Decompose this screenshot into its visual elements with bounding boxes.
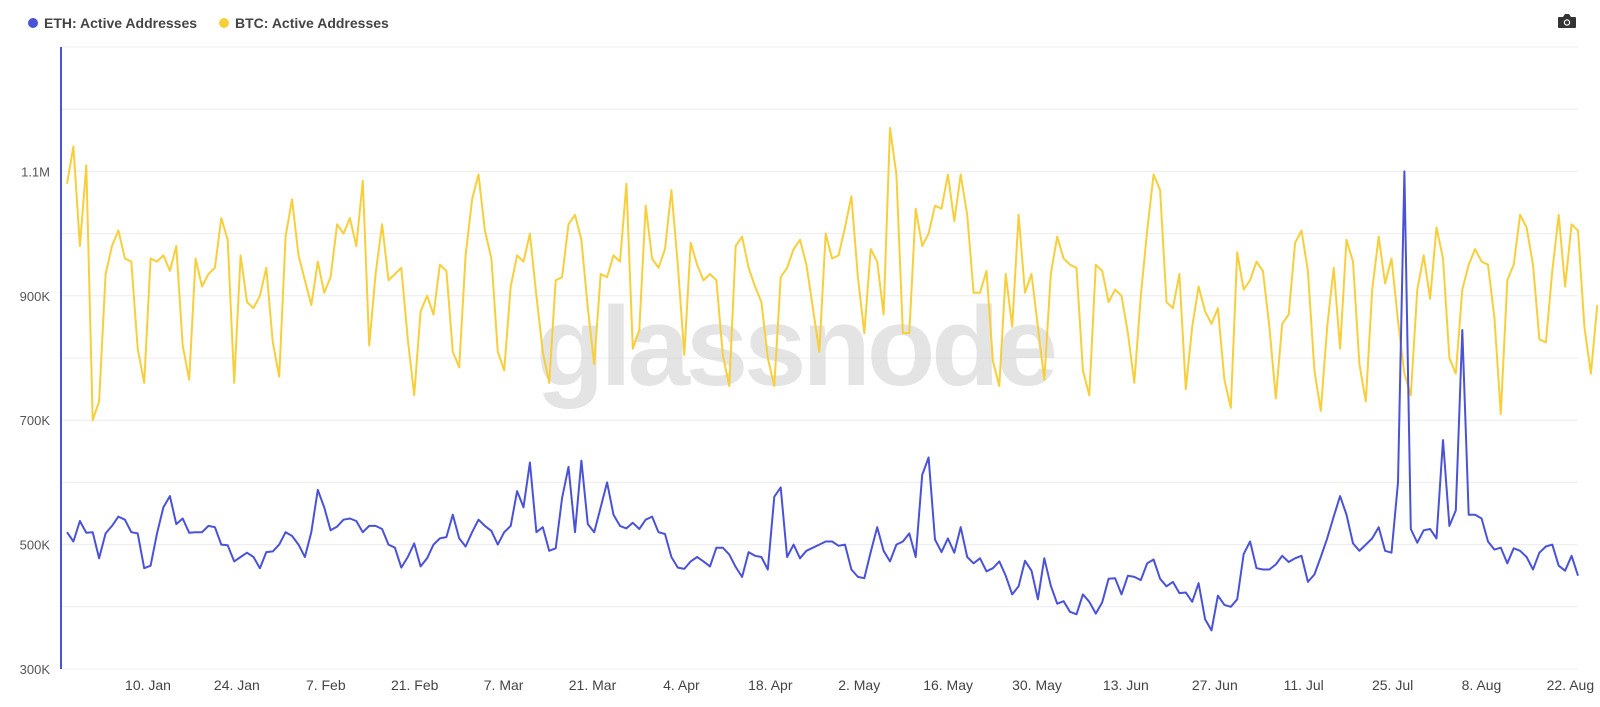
y-tick-label: 700K — [20, 413, 51, 428]
legend-dot-btc — [219, 18, 230, 28]
x-tick-label: 22. Aug — [1547, 677, 1595, 693]
watermark-text: glassnode — [536, 284, 1055, 409]
x-tick-label: 30. May — [1012, 677, 1062, 693]
x-tick-label: 2. May — [838, 677, 880, 693]
x-tick-label: 8. Aug — [1462, 677, 1502, 693]
x-tick-label: 7. Mar — [484, 677, 524, 693]
legend-label-btc: BTC: Active Addresses — [235, 15, 389, 31]
x-tick-label: 11. Jul — [1284, 677, 1324, 693]
x-tick-label: 4. Apr — [663, 677, 700, 693]
y-tick-label: 900K — [20, 289, 51, 304]
camera-icon[interactable] — [1557, 13, 1577, 29]
x-tick-label: 18. Apr — [748, 677, 793, 693]
legend-label-eth: ETH: Active Addresses — [44, 15, 198, 31]
y-tick-label: 300K — [20, 662, 51, 677]
x-tick-label: 13. Jun — [1103, 677, 1149, 693]
legend-dot-eth — [28, 18, 38, 28]
x-tick-label: 16. May — [923, 677, 973, 693]
x-tick-label: 7. Feb — [306, 677, 346, 693]
x-tick-label: 27. Jun — [1192, 677, 1238, 693]
legend-item-btc[interactable]: BTC: Active Addresses — [219, 15, 389, 31]
legend-item-eth[interactable]: ETH: Active Addresses — [28, 15, 197, 31]
series-line-btc — [66, 126, 1599, 422]
x-tick-label: 25. Jul — [1372, 677, 1413, 693]
series-line-eth — [66, 170, 1579, 632]
x-tick-label: 24. Jan — [214, 677, 260, 693]
y-tick-label: 500K — [20, 538, 51, 553]
x-tick-label: 10. Jan — [125, 677, 171, 693]
x-tick-label: 21. Mar — [569, 677, 617, 693]
y-tick-label: 1.1M — [21, 164, 50, 179]
chart-legend: ETH: Active Addresses BTC: Active Addres… — [28, 14, 389, 32]
x-tick-label: 21. Feb — [391, 677, 439, 693]
